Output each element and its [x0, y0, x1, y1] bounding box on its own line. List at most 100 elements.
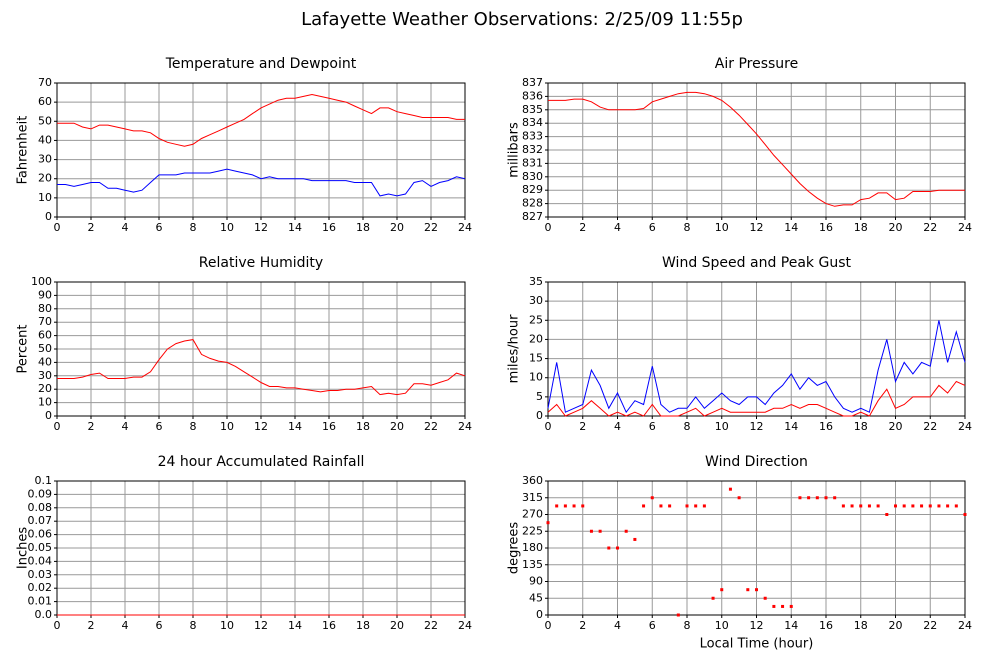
- y-tick-label: 10: [529, 371, 543, 384]
- x-tick-label: 22: [424, 221, 438, 234]
- data-point: [589, 529, 593, 533]
- x-tick-label: 14: [784, 420, 798, 433]
- x-tick-label: 0: [545, 619, 552, 632]
- data-point: [546, 521, 550, 525]
- y-tick-label: 0: [536, 608, 543, 621]
- y-tick-label: 70: [38, 76, 52, 89]
- y-tick-label: 35: [529, 275, 543, 288]
- x-tick-label: 2: [88, 420, 95, 433]
- data-point: [720, 588, 724, 592]
- x-tick-label: 18: [356, 420, 370, 433]
- x-tick-label: 6: [156, 221, 163, 234]
- y-tick-label: 90: [38, 288, 52, 301]
- x-tick-label: 4: [122, 420, 129, 433]
- y-tick-label: 0.07: [28, 514, 53, 527]
- data-point: [616, 546, 619, 550]
- x-axis-label: Local Time (hour): [700, 637, 814, 652]
- x-tick-label: 20: [889, 619, 903, 632]
- y-tick-label: 270: [522, 508, 543, 521]
- x-tick-label: 18: [356, 619, 370, 632]
- x-tick-label: 10: [715, 221, 729, 234]
- data-point: [885, 513, 889, 516]
- y-tick-label: 828: [522, 197, 543, 210]
- data-point: [607, 546, 611, 550]
- data-point: [911, 504, 915, 508]
- y-tick-label: 225: [522, 524, 543, 537]
- x-tick-label: 20: [889, 420, 903, 433]
- y-tick-label: 832: [522, 143, 543, 156]
- data-point: [824, 496, 828, 500]
- y-tick-label: 80: [38, 302, 52, 315]
- data-point: [902, 504, 906, 508]
- y-tick-label: 5: [536, 390, 543, 403]
- series-line: [57, 168, 466, 197]
- x-tick-label: 12: [750, 619, 764, 632]
- plot-frame: [56, 281, 466, 417]
- x-tick-label: 2: [88, 619, 95, 632]
- data-point: [650, 496, 654, 500]
- data-point: [841, 504, 845, 508]
- data-point: [633, 537, 637, 541]
- x-tick-label: 10: [220, 619, 234, 632]
- y-tick-label: 60: [38, 95, 52, 108]
- y-tick-label: 180: [522, 541, 543, 554]
- x-tick-label: 12: [254, 221, 268, 234]
- y-tick-label: 833: [522, 130, 543, 143]
- y-tick-label: 10: [38, 191, 52, 204]
- x-tick-label: 14: [784, 221, 798, 234]
- y-tick-label: 10: [38, 396, 52, 409]
- y-tick-label: 0.09: [28, 487, 53, 500]
- data-point: [833, 496, 837, 500]
- x-tick-label: 18: [356, 221, 370, 234]
- y-axis-label: degrees: [507, 522, 522, 575]
- data-point: [781, 604, 785, 608]
- data-point: [772, 604, 776, 608]
- data-point: [789, 604, 793, 608]
- data-point: [763, 596, 767, 600]
- y-tick-label: 0.05: [28, 541, 53, 554]
- chart-title: Relative Humidity: [199, 255, 323, 271]
- y-tick-label: 25: [529, 313, 543, 326]
- x-tick-label: 14: [288, 420, 302, 433]
- chart-title: Wind Speed and Peak Gust: [662, 255, 851, 271]
- series-line: [57, 339, 466, 396]
- x-tick-label: 14: [288, 619, 302, 632]
- y-axis-label: millibars: [507, 122, 522, 178]
- x-tick-label: 2: [579, 420, 586, 433]
- x-tick-label: 24: [458, 619, 472, 632]
- y-tick-label: 835: [522, 103, 543, 116]
- data-point: [563, 504, 567, 508]
- plot-frame: [56, 82, 466, 218]
- x-tick-label: 8: [190, 420, 197, 433]
- data-point: [755, 588, 758, 592]
- x-tick-label: 2: [579, 619, 586, 632]
- y-tick-label: 0: [536, 409, 543, 422]
- y-tick-label: 0.01: [28, 595, 53, 608]
- data-point: [685, 504, 689, 508]
- data-point: [954, 504, 958, 508]
- x-tick-label: 12: [750, 221, 764, 234]
- y-tick-label: 0.06: [28, 528, 53, 541]
- y-tick-label: 0.02: [28, 581, 53, 594]
- data-point: [798, 496, 802, 500]
- data-point: [676, 613, 680, 617]
- y-tick-label: 315: [522, 491, 543, 504]
- data-point: [581, 504, 585, 508]
- x-tick-label: 16: [322, 619, 336, 632]
- x-tick-label: 24: [958, 221, 972, 234]
- data-point: [859, 504, 863, 508]
- y-tick-label: 60: [38, 329, 52, 342]
- x-tick-label: 24: [458, 420, 472, 433]
- x-tick-label: 8: [684, 619, 691, 632]
- page-title: Lafayette Weather Observations: 2/25/09 …: [301, 9, 743, 30]
- data-point: [946, 504, 950, 508]
- data-point: [598, 529, 602, 533]
- y-tick-label: 50: [38, 114, 52, 127]
- x-tick-label: 14: [288, 221, 302, 234]
- data-point: [572, 504, 576, 508]
- y-tick-label: 0.0: [35, 608, 53, 621]
- y-axis-label: Fahrenheit: [16, 116, 31, 185]
- x-tick-label: 24: [958, 420, 972, 433]
- x-tick-label: 10: [715, 619, 729, 632]
